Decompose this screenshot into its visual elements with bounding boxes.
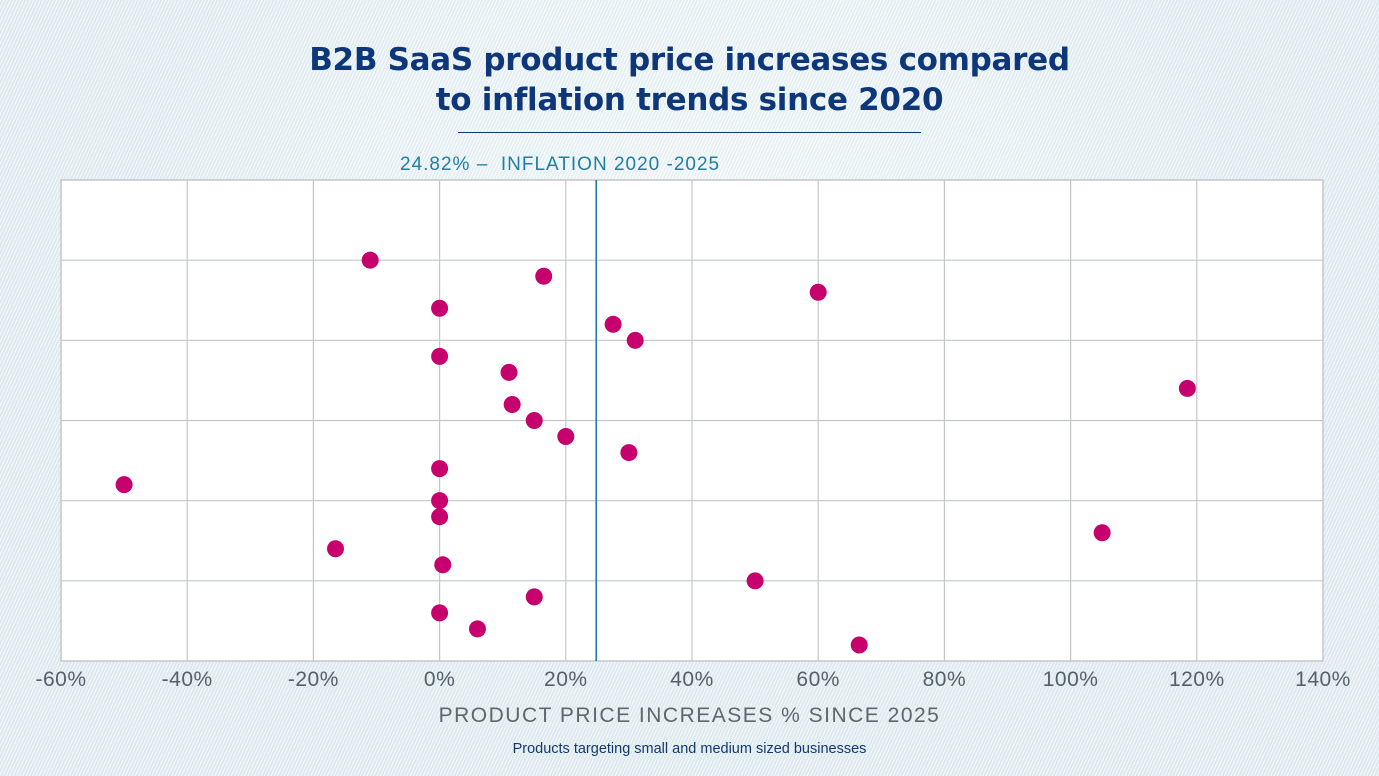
data-point: [431, 492, 449, 510]
data-point: [361, 251, 379, 269]
data-point: [503, 395, 521, 413]
data-point: [468, 620, 486, 638]
data-point: [604, 315, 622, 333]
chart-title: B2B SaaS product price increases compare…: [0, 40, 1379, 120]
data-point: [115, 476, 133, 494]
data-point: [850, 636, 868, 654]
data-point: [431, 347, 449, 365]
data-point: [557, 428, 575, 446]
data-point: [809, 283, 827, 301]
x-tick-label: 140%: [1295, 668, 1351, 691]
data-point: [746, 572, 764, 590]
x-tick-label: -60%: [35, 668, 86, 691]
series-footnote: Products targeting small and medium size…: [512, 741, 867, 757]
x-tick-label: -40%: [162, 668, 213, 691]
data-point: [431, 508, 449, 526]
data-point: [1093, 524, 1111, 542]
inflation-reference-label: 24.82% – INFLATION 2020 -2025: [400, 154, 721, 175]
x-tick-label: 80%: [923, 668, 967, 691]
data-point: [626, 331, 644, 349]
data-point: [500, 363, 518, 381]
data-point: [1178, 379, 1196, 397]
data-point: [431, 604, 449, 622]
x-tick-label: 60%: [796, 668, 840, 691]
x-tick-label: 20%: [544, 668, 588, 691]
x-axis-title: PRODUCT PRICE INCREASES % SINCE 2025: [438, 704, 941, 727]
data-point: [620, 444, 638, 462]
data-point: [434, 556, 452, 574]
x-tick-label: -20%: [288, 668, 339, 691]
data-point: [525, 412, 543, 429]
x-tick-label: 100%: [1043, 668, 1099, 691]
data-point: [326, 540, 344, 558]
chart-title-line-1: B2B SaaS product price increases compare…: [309, 42, 1070, 78]
x-tick-label: 0%: [424, 668, 455, 691]
data-point: [431, 460, 449, 478]
x-tick-label: 120%: [1169, 668, 1225, 691]
title-divider: [458, 132, 921, 133]
data-point: [431, 299, 449, 317]
data-point: [525, 588, 543, 606]
chart-title-line-2: to inflation trends since 2020: [435, 82, 944, 118]
x-tick-label: 40%: [670, 668, 714, 691]
data-point: [535, 267, 553, 285]
